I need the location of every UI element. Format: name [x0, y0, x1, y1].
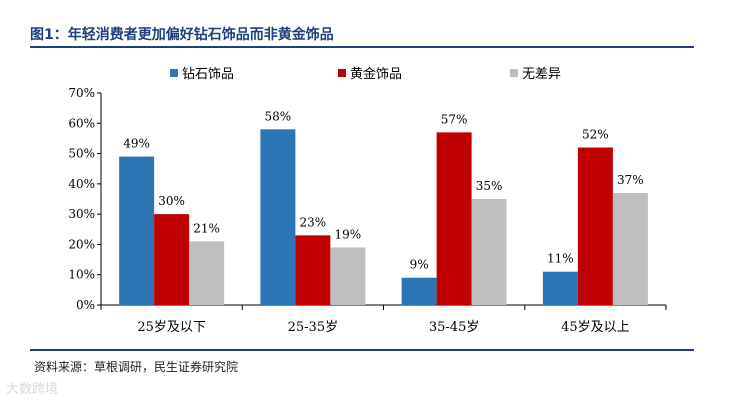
- bar-2-4: [577, 147, 613, 305]
- data-label: 21%: [193, 221, 220, 235]
- y-tick-label: 0%: [76, 298, 95, 312]
- bar-2-1: [154, 214, 190, 305]
- data-label: 52%: [582, 128, 609, 142]
- bar-2-3: [436, 132, 472, 305]
- legend-label-3: 无差异: [522, 67, 561, 82]
- legend-swatch-1: [170, 69, 178, 77]
- bar-3-3: [471, 199, 507, 305]
- y-tick-label: 50%: [68, 147, 95, 161]
- category-label: 45岁及以上: [561, 320, 630, 335]
- bar-3-2: [330, 247, 366, 305]
- data-label: 57%: [441, 112, 468, 126]
- category-label: 25-35岁: [288, 320, 338, 335]
- bar-1-4: [542, 271, 578, 305]
- bar-1-2: [260, 129, 296, 305]
- data-label: 9%: [410, 258, 429, 272]
- y-tick-label: 70%: [68, 86, 95, 100]
- data-label: 11%: [547, 252, 574, 266]
- figure-title: 图1：年轻消费者更加偏好钻石饰品而非黄金饰品: [30, 27, 334, 43]
- legend-swatch-3: [510, 69, 518, 77]
- watermark: 大数跨境: [6, 382, 59, 397]
- legend-label-2: 黄金饰品: [350, 66, 402, 82]
- data-label: 58%: [265, 109, 292, 123]
- category-label: 35-45岁: [429, 320, 479, 335]
- y-tick-label: 10%: [68, 268, 95, 282]
- title-rule: [30, 46, 694, 48]
- footer-rule: [30, 349, 694, 351]
- source-note: 资料来源：草根调研，民生证券研究院: [34, 360, 239, 374]
- data-label: 49%: [123, 137, 150, 151]
- bar-3-4: [612, 192, 648, 305]
- bar-3-1: [189, 241, 225, 305]
- y-tick-label: 20%: [68, 237, 95, 251]
- data-label: 23%: [300, 215, 327, 229]
- category-label: 25岁及以下: [137, 320, 206, 335]
- data-label: 30%: [158, 194, 185, 208]
- y-tick-label: 40%: [68, 177, 95, 191]
- bar-1-3: [401, 277, 437, 305]
- data-label: 19%: [335, 227, 362, 241]
- data-label: 37%: [617, 173, 644, 187]
- data-label: 35%: [476, 179, 503, 193]
- y-tick-label: 60%: [68, 116, 95, 130]
- bar-2-2: [295, 235, 331, 305]
- bar-1-1: [119, 156, 155, 305]
- y-tick-label: 30%: [68, 207, 95, 221]
- legend-label-1: 钻石饰品: [182, 67, 234, 82]
- legend-swatch-2: [338, 69, 346, 77]
